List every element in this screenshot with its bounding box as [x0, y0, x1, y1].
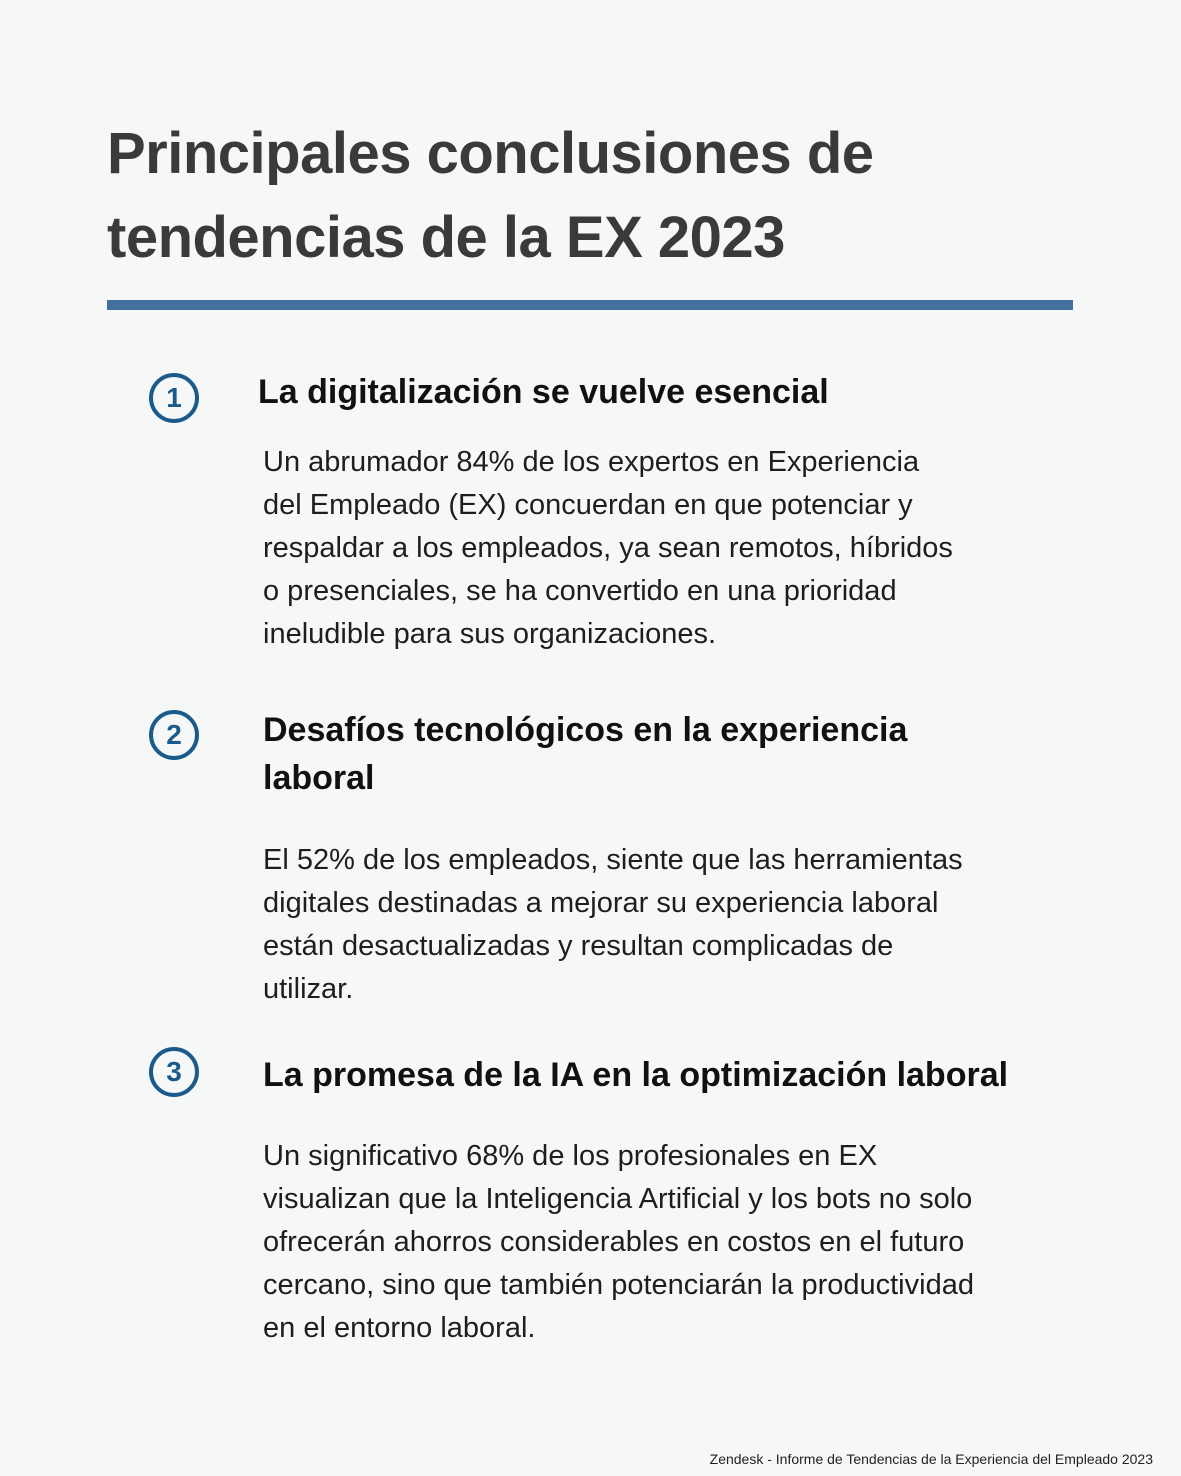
number-badge-1: 1	[149, 373, 199, 423]
section-heading-1: La digitalización se vuelve esencial	[258, 373, 829, 411]
section-body-2: El 52% de los empleados, siente que las …	[263, 844, 963, 1005]
number-badge-2: 2	[149, 710, 199, 760]
section-heading-2: Desafíos tecnológicos en la experiencia …	[263, 711, 908, 797]
title-divider	[107, 300, 1073, 310]
section-body-3: Un significativo 68% de los profesionale…	[263, 1140, 974, 1344]
page-title: Principales conclusiones de tendencias d…	[107, 121, 874, 270]
footer-source: Zendesk - Informe de Tendencias de la Ex…	[709, 1451, 1153, 1467]
section-heading-3: La promesa de la IA en la optimización l…	[263, 1056, 1009, 1094]
number-badge-3: 3	[149, 1047, 199, 1097]
section-body-1: Un abrumador 84% de los expertos en Expe…	[263, 446, 953, 650]
